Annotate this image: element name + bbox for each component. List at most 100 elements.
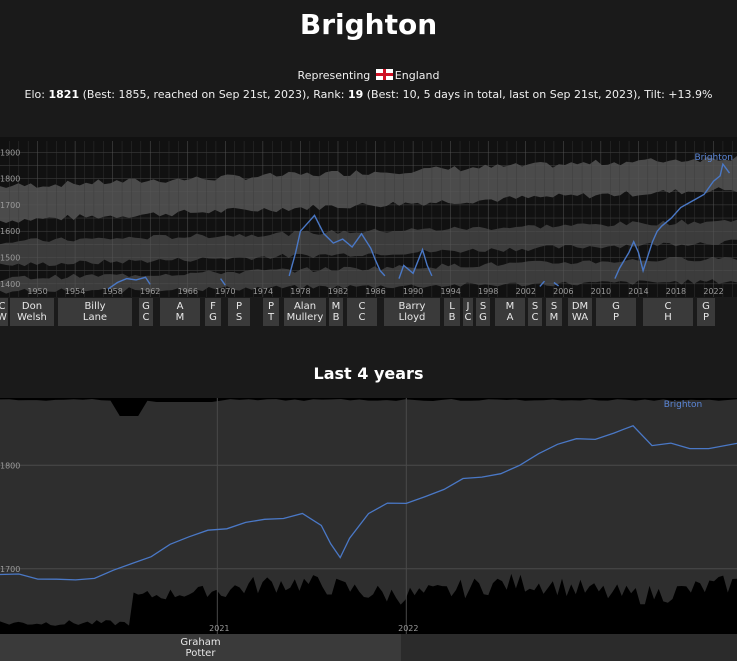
elo-label: Elo:	[24, 88, 45, 101]
manager-name-line: P	[702, 312, 710, 323]
x-tick-label: 1982	[328, 287, 348, 296]
manager-name-line: C	[664, 301, 672, 312]
rank-value: 19	[347, 88, 364, 101]
manager-tag[interactable]: Graham Potter	[0, 634, 401, 661]
manager-name-line: S	[235, 312, 243, 323]
page-title: Brighton	[299, 8, 438, 41]
x-tick-label: 2021	[209, 624, 229, 633]
manager-name-line: P	[612, 312, 620, 323]
rating-band-upper	[0, 156, 737, 223]
x-tick-label: 1962	[140, 287, 160, 296]
manager-name-line: M	[331, 301, 341, 312]
manager-name-line: T	[267, 312, 275, 323]
manager-name-line: L	[449, 301, 455, 312]
manager-name-line: G	[479, 312, 487, 323]
manager-name-line: S	[479, 301, 487, 312]
x-tick-label: 1954	[65, 287, 85, 296]
last-4-years-title: Last 4 years	[313, 364, 424, 383]
elo-best-text: (Best: 1855, reached on Sep 21st, 2023),…	[82, 88, 345, 101]
x-tick-label: 1998	[478, 287, 498, 296]
manager-name-line: B	[332, 312, 340, 323]
manager-name-line: A	[506, 312, 514, 323]
elo-line-segment	[539, 280, 546, 287]
x-tick-label: 1950	[27, 287, 47, 296]
manager-name-line: M	[505, 301, 515, 312]
manager-tag[interactable]: Billy Lane	[58, 298, 134, 326]
manager-name-line: S	[531, 301, 539, 312]
manager-tag[interactable]: Don Welsh	[10, 298, 56, 326]
manager-name-line: C	[531, 312, 539, 323]
manager-name-line: G	[612, 301, 620, 312]
manager-timeline-recent: Graham Potter	[0, 634, 737, 661]
manager-name-line: C	[0, 301, 8, 312]
manager-name-line: G	[702, 301, 710, 312]
manager-name-line: B	[448, 312, 456, 323]
elo-history-chart[interactable]: 1400 1500 1600 1700 1800 1900 1950 1954 1958 1962…	[0, 137, 737, 297]
manager-name-line: S	[550, 301, 558, 312]
representing-line: Representing England	[0, 69, 737, 82]
manager-tag[interactable]: CW	[0, 298, 10, 326]
manager-tag[interactable]: Alan Mullery	[284, 298, 328, 326]
elo-line-segment	[398, 247, 433, 279]
y-tick-label: 1600	[0, 227, 20, 236]
manager-tag[interactable]: Barry Lloyd	[384, 298, 442, 326]
elo-line	[0, 425, 737, 581]
x-tick-label: 1974	[253, 287, 273, 296]
recent-elo-chart[interactable]: 1700 1800 2021 2022 Brighton	[0, 398, 737, 634]
manager-name-line: Welsh	[17, 312, 47, 323]
rating-band-lower	[0, 256, 737, 294]
manager-name-line: J	[466, 301, 470, 312]
england-flag-icon	[375, 69, 393, 80]
series-label: Brighton	[694, 153, 733, 163]
manager-name-line: Lloyd	[398, 312, 426, 323]
manager-name-line: P	[267, 301, 275, 312]
manager-name-line: Barry	[398, 301, 426, 312]
manager-name-line: F	[210, 301, 216, 312]
manager-name-line: Graham	[180, 636, 221, 648]
series-label: Brighton	[664, 400, 703, 410]
manager-name-line: M	[175, 312, 185, 323]
elo-line-segment	[220, 278, 226, 286]
x-tick-label: 1978	[290, 287, 310, 296]
rating-band-lower	[0, 573, 737, 634]
x-tick-label: 2022	[398, 624, 418, 633]
x-tick-label: 1958	[102, 287, 122, 296]
representing-label: Representing	[297, 69, 371, 82]
y-tick-label: 1400	[0, 280, 20, 289]
manager-tag[interactable]: DM WA	[568, 298, 594, 326]
manager-name-line: H	[664, 312, 672, 323]
manager-name-line: G	[142, 301, 150, 312]
manager-name-line: W	[0, 312, 8, 323]
manager-name-line: C	[358, 301, 366, 312]
manager-name-line: DM	[571, 301, 589, 312]
manager-name-line: C	[464, 312, 472, 323]
elo-line-segment	[614, 162, 731, 279]
x-tick-label: 1966	[178, 287, 198, 296]
manager-name-line: Mullery	[286, 312, 324, 323]
manager-name-line: Alan	[293, 301, 317, 312]
rank-best-text: (Best: 10, 5 days in total, last on Sep …	[366, 88, 713, 101]
x-tick-label: 1994	[440, 287, 460, 296]
manager-name-line: C	[358, 312, 366, 323]
manager-name-line: P	[235, 301, 243, 312]
elo-line-segment	[288, 214, 386, 277]
elo-line-segment	[107, 276, 151, 290]
x-tick-label: 2002	[516, 287, 536, 296]
x-tick-label: 2014	[628, 287, 648, 296]
